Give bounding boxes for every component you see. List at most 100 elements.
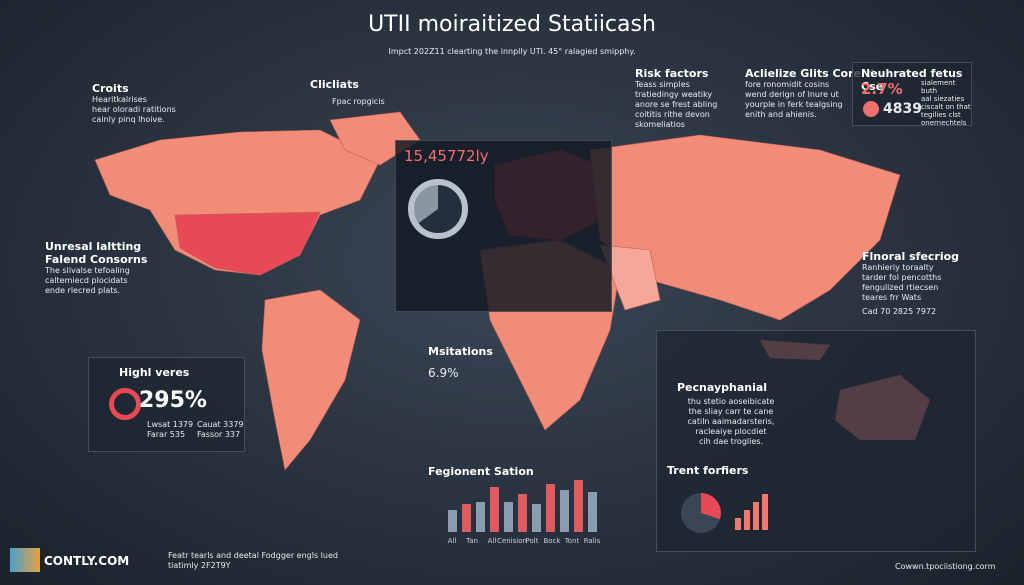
heading: Aclielize Glits Corerd — [745, 67, 875, 80]
right-panel: Pecnayphanial thu stetio aoseibicate the … — [656, 330, 976, 552]
text-line: tiatimly 2F2T9Y — [168, 561, 231, 570]
text-line: Teass simples — [635, 80, 690, 89]
text-line: anore se frest abling — [635, 100, 718, 109]
bar — [588, 492, 597, 532]
bar-label: Tan — [465, 537, 478, 545]
text-line: Unresal laltting — [45, 240, 142, 253]
site: Cowwn.tpociistiong.corm — [895, 562, 996, 571]
text-line: Featr tearls and deetal Fodgger engls lu… — [168, 551, 338, 560]
text-line: Hearitkalrises — [92, 95, 147, 104]
text-line: caltemiecd plocidats — [45, 276, 128, 285]
logo — [10, 548, 40, 572]
heading: Fegionent Sation — [428, 465, 534, 478]
subtitle: Impct 202Z11 clearting the innplly UTI. … — [388, 47, 636, 56]
text-line: catiln aaimadarsteris, — [687, 417, 775, 426]
text-line: Lwsat 1379 — [147, 420, 194, 429]
trend-bar — [744, 510, 750, 530]
bar — [462, 504, 471, 532]
bar-label: Bock — [544, 537, 562, 545]
text-block: Lwsat 1379 Farar 535 — [147, 420, 193, 440]
text-line: racleaiye plocdiet — [695, 427, 767, 436]
text-line: Farar 535 — [147, 430, 186, 439]
stat: 4839 — [883, 101, 922, 117]
text-line: yourple in ferk tealgsing — [745, 100, 843, 109]
stat: 295% — [139, 388, 207, 413]
bar-label: Polt — [526, 537, 539, 545]
bar — [490, 487, 499, 532]
map-panel: 15,45772ly — [395, 140, 612, 312]
heading: Highl veres — [119, 366, 190, 379]
dot — [863, 101, 879, 117]
unresal: Unresal laltting Falend Consorns The sliva… — [45, 240, 147, 296]
text-block: Cauat 3379 Fassor 337 — [197, 420, 244, 440]
heading: Clicliats — [310, 78, 359, 91]
heading: Pecnayphanial — [677, 381, 768, 394]
risk: Risk factors Teass simples tratiedingy wea… — [635, 67, 717, 130]
text-line: tarder fol pencotths — [862, 273, 942, 282]
heading: Msitations — [428, 345, 493, 358]
bar-label: Tont — [564, 537, 580, 545]
text-block: The slivalse tefoaling caltemiecd plocida… — [45, 266, 147, 296]
south-america — [261, 289, 361, 471]
footer: Cad 70 2825 7972 — [862, 307, 937, 316]
brand: CONTLY.COM — [44, 554, 130, 568]
text-line: ciscalt on that — [921, 103, 971, 111]
text-line: The slivalse tefoaling — [45, 266, 130, 275]
text-line: hear oloradi ratitions — [92, 105, 176, 114]
heading: Flnoral sfecriog — [862, 250, 960, 263]
text-line: the sliay carr te cane — [688, 407, 774, 416]
heading: Croits — [92, 82, 129, 95]
heading: Risk factors — [635, 67, 709, 80]
text-block: Hearitkalrises hear oloradi ratitions cain… — [92, 95, 176, 125]
bar-label: All — [448, 537, 457, 545]
north-america — [94, 129, 381, 276]
trend-bar — [735, 518, 741, 530]
msitations: Msitations 6.9% — [428, 345, 493, 380]
text-block: Teass simples tratiedingy weatiky anore se… — [635, 80, 717, 130]
text-line: tratiedingy weatiky — [635, 90, 713, 99]
bar-label: All — [488, 537, 497, 545]
heading: Neuhrated fetus Cse — [861, 67, 963, 93]
text-line: coititis rithe devon — [635, 110, 710, 119]
text-line: skomeliatios — [635, 120, 685, 129]
text-block: fore ronomidit cosins wend derign of lnur… — [745, 80, 874, 120]
trend-bar — [753, 502, 759, 530]
text-line: teares frr Wats — [862, 293, 922, 302]
bar-label: Cenision — [497, 537, 527, 545]
bar — [518, 494, 527, 532]
text-line: sialement buth — [921, 79, 956, 95]
bar-label: Ralis — [584, 537, 601, 545]
bar — [546, 484, 555, 532]
text-line: tegilies clst — [921, 111, 961, 119]
icon — [109, 388, 141, 420]
text-line: enith and ahienis. — [745, 110, 817, 119]
text-line: Cauat 3379 — [197, 420, 244, 429]
trend-bar — [762, 494, 768, 530]
text-line: fengulized rtiecsen — [862, 283, 939, 292]
flnoral: Flnoral sfecriog Ranhieriy toraalty tarder… — [862, 250, 959, 317]
text-block: Unresal laltting Falend Consorns — [45, 240, 147, 266]
clicliats: Clicliats Fpac ropgicis — [310, 78, 385, 107]
text-line: Ranhieriy toraalty — [862, 263, 934, 272]
stat: 6.9% — [428, 366, 459, 380]
text-line: cainly pinq lhoive. — [92, 115, 165, 124]
heading: Trent forfiers — [667, 464, 749, 477]
text-line: ende rlecred plats. — [45, 286, 121, 295]
text-line: aal siezaties — [921, 95, 965, 103]
text-line: thu stetio aoseibicate — [687, 397, 775, 406]
text-line: cih dae troglies. — [699, 437, 763, 446]
middle-east — [599, 244, 661, 311]
title: UTII moiraitized Statiicash — [368, 12, 656, 37]
text-line: fore ronomidit cosins — [745, 80, 830, 89]
text-line: Fassor 337 — [197, 430, 241, 439]
bar — [448, 510, 457, 532]
text-block: thu stetio aoseibicate the sliay carr te … — [671, 397, 791, 447]
text: Fpac ropgicis — [332, 97, 385, 106]
text-block: sialement buth aal siezaties ciscalt on th… — [921, 79, 971, 127]
text-line: Falend Consorns — [45, 253, 148, 266]
stat: 2.7% — [861, 80, 903, 98]
neuhrated-panel: Neuhrated fetus Cse 2.7% 4839 sialement … — [852, 62, 972, 127]
bar — [574, 480, 583, 532]
